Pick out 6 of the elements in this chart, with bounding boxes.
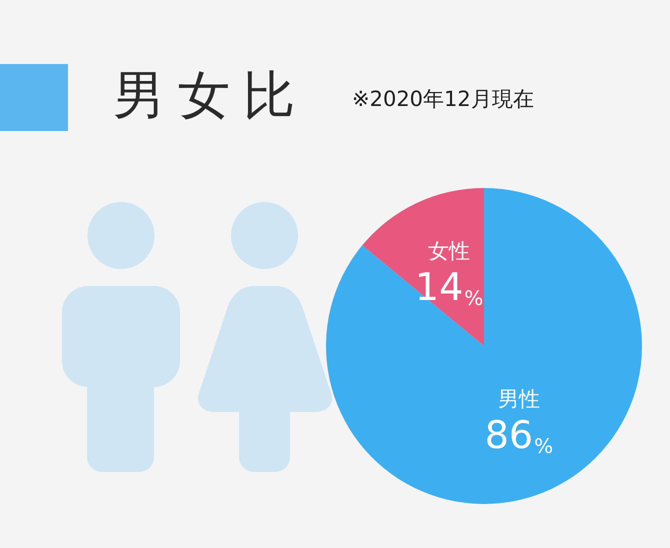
slice-label: 男性 (498, 387, 540, 412)
data-label: 86% (484, 413, 554, 458)
data-label: 14% (414, 264, 484, 310)
slice-label: 女性 (428, 238, 470, 263)
chart-subtitle: ※2020年12月現在 (352, 86, 534, 113)
chart-title: 男女比 (113, 65, 308, 128)
